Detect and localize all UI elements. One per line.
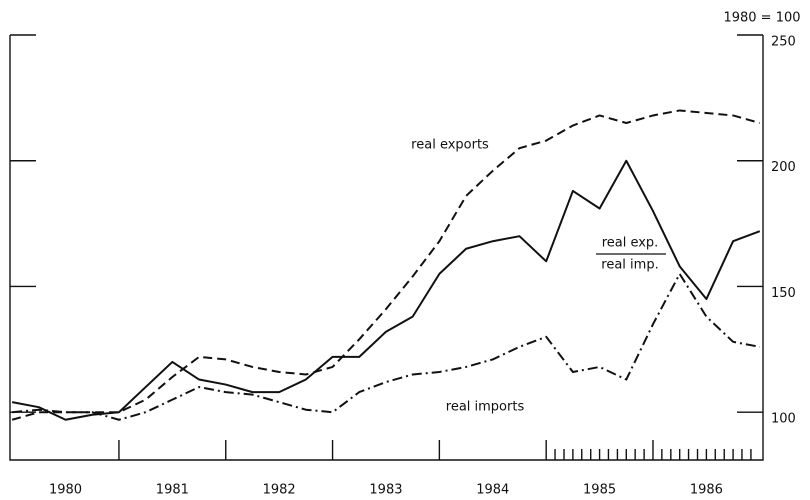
y-tick-label: 150 xyxy=(771,286,796,301)
annotation: real imp. xyxy=(601,258,658,273)
y-axis-label: 1980 = 100 xyxy=(723,11,800,26)
annotation: real exp. xyxy=(602,236,659,251)
x-tick-label: 1980 xyxy=(49,483,82,498)
x-tick-label: 1981 xyxy=(156,483,189,498)
series-line xyxy=(11,109,761,421)
x-tick-label: 1984 xyxy=(476,483,509,498)
y-tick-label: 250 xyxy=(771,35,796,50)
series-line xyxy=(12,272,760,421)
y-tick-label: 100 xyxy=(771,412,796,427)
annotation: real exports xyxy=(411,138,489,153)
y-tick-label: 200 xyxy=(771,160,796,175)
x-tick-label: 1985 xyxy=(583,483,616,498)
annotation: real imports xyxy=(446,400,525,415)
axis-frame xyxy=(9,35,764,461)
x-tick-label: 1986 xyxy=(690,483,723,498)
x-tick-label: 1982 xyxy=(263,483,296,498)
x-tick-label: 1983 xyxy=(369,483,402,498)
series-line xyxy=(11,159,761,421)
